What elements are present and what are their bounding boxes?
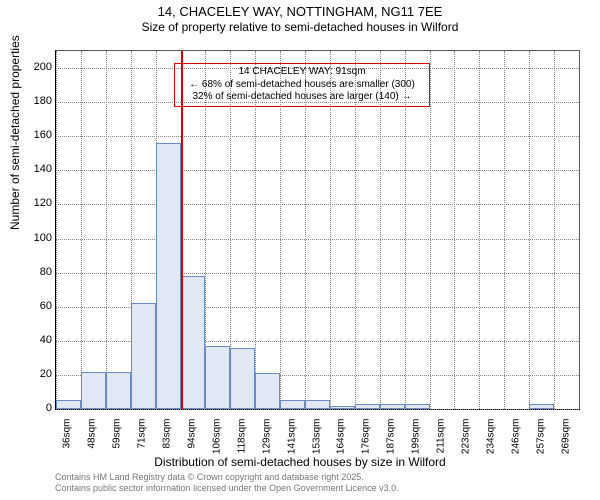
histogram-bar bbox=[156, 143, 181, 409]
y-tick-label: 140 bbox=[34, 163, 52, 175]
y-tick-label: 100 bbox=[34, 232, 52, 244]
x-tick-label: 48sqm bbox=[87, 419, 98, 469]
x-tick-label: 176sqm bbox=[361, 419, 372, 469]
annotation-box: 14 CHACELEY WAY: 91sqm← 68% of semi-deta… bbox=[174, 63, 430, 107]
y-tick-label: 160 bbox=[34, 129, 52, 141]
grid-line-horizontal bbox=[56, 239, 579, 240]
histogram-bar bbox=[330, 406, 355, 409]
x-tick-label: 106sqm bbox=[211, 419, 222, 469]
x-tick-label: 59sqm bbox=[112, 419, 123, 469]
histogram-bar bbox=[280, 400, 305, 409]
grid-line-vertical bbox=[56, 51, 57, 409]
x-tick-label: 223sqm bbox=[460, 419, 471, 469]
x-tick-label: 211sqm bbox=[436, 419, 447, 469]
grid-line-horizontal bbox=[56, 170, 579, 171]
annotation-line: ← 68% of semi-detached houses are smalle… bbox=[179, 79, 425, 92]
grid-line-horizontal bbox=[56, 273, 579, 274]
histogram-bar bbox=[81, 372, 106, 410]
x-tick-label: 153sqm bbox=[311, 419, 322, 469]
grid-line-vertical bbox=[504, 51, 505, 409]
x-tick-label: 199sqm bbox=[411, 419, 422, 469]
grid-line-vertical bbox=[479, 51, 480, 409]
histogram-bar bbox=[380, 404, 405, 409]
histogram-bar bbox=[131, 303, 156, 409]
y-tick-label: 60 bbox=[40, 300, 52, 312]
grid-line-vertical bbox=[454, 51, 455, 409]
histogram-bar bbox=[56, 400, 81, 409]
chart-subtitle: Size of property relative to semi-detach… bbox=[0, 20, 600, 34]
grid-line-horizontal bbox=[56, 409, 579, 410]
x-tick-label: 164sqm bbox=[336, 419, 347, 469]
y-axis-label: Number of semi-detached properties bbox=[8, 35, 22, 230]
x-tick-label: 94sqm bbox=[186, 419, 197, 469]
grid-line-vertical bbox=[106, 51, 107, 409]
x-tick-label: 187sqm bbox=[386, 419, 397, 469]
histogram-bar bbox=[230, 348, 255, 409]
x-tick-label: 141sqm bbox=[286, 419, 297, 469]
grid-line-vertical bbox=[554, 51, 555, 409]
annotation-line: 32% of semi-detached houses are larger (… bbox=[179, 91, 425, 104]
grid-line-vertical bbox=[81, 51, 82, 409]
histogram-bar bbox=[106, 372, 131, 410]
histogram-bar bbox=[355, 404, 380, 409]
y-tick-label: 80 bbox=[40, 266, 52, 278]
x-tick-label: 269sqm bbox=[560, 419, 571, 469]
footer-line1: Contains HM Land Registry data © Crown c… bbox=[55, 472, 399, 483]
y-tick-label: 40 bbox=[40, 334, 52, 346]
x-tick-label: 234sqm bbox=[485, 419, 496, 469]
x-tick-label: 246sqm bbox=[510, 419, 521, 469]
y-tick-label: 20 bbox=[40, 368, 52, 380]
chart-title: 14, CHACELEY WAY, NOTTINGHAM, NG11 7EE bbox=[0, 4, 600, 19]
x-tick-label: 118sqm bbox=[236, 419, 247, 469]
x-tick-label: 257sqm bbox=[535, 419, 546, 469]
histogram-bar bbox=[181, 276, 206, 409]
x-tick-label: 129sqm bbox=[261, 419, 272, 469]
histogram-bar bbox=[405, 404, 430, 409]
y-tick-label: 180 bbox=[34, 95, 52, 107]
histogram-bar bbox=[305, 400, 330, 409]
x-tick-label: 71sqm bbox=[137, 419, 148, 469]
histogram-bar bbox=[529, 404, 554, 409]
histogram-bar bbox=[205, 346, 230, 409]
grid-line-horizontal bbox=[56, 136, 579, 137]
y-tick-label: 0 bbox=[46, 402, 52, 414]
x-tick-label: 36sqm bbox=[62, 419, 73, 469]
grid-line-vertical bbox=[529, 51, 530, 409]
grid-line-horizontal bbox=[56, 204, 579, 205]
annotation-line: 14 CHACELEY WAY: 91sqm bbox=[179, 66, 425, 79]
x-tick-label: 83sqm bbox=[162, 419, 173, 469]
histogram-bar bbox=[255, 373, 280, 409]
y-tick-label: 200 bbox=[34, 61, 52, 73]
y-tick-label: 120 bbox=[34, 197, 52, 209]
plot-area: 14 CHACELEY WAY: 91sqm← 68% of semi-deta… bbox=[55, 50, 580, 410]
footer-attribution: Contains HM Land Registry data © Crown c… bbox=[55, 472, 399, 494]
footer-line2: Contains public sector information licen… bbox=[55, 483, 399, 494]
